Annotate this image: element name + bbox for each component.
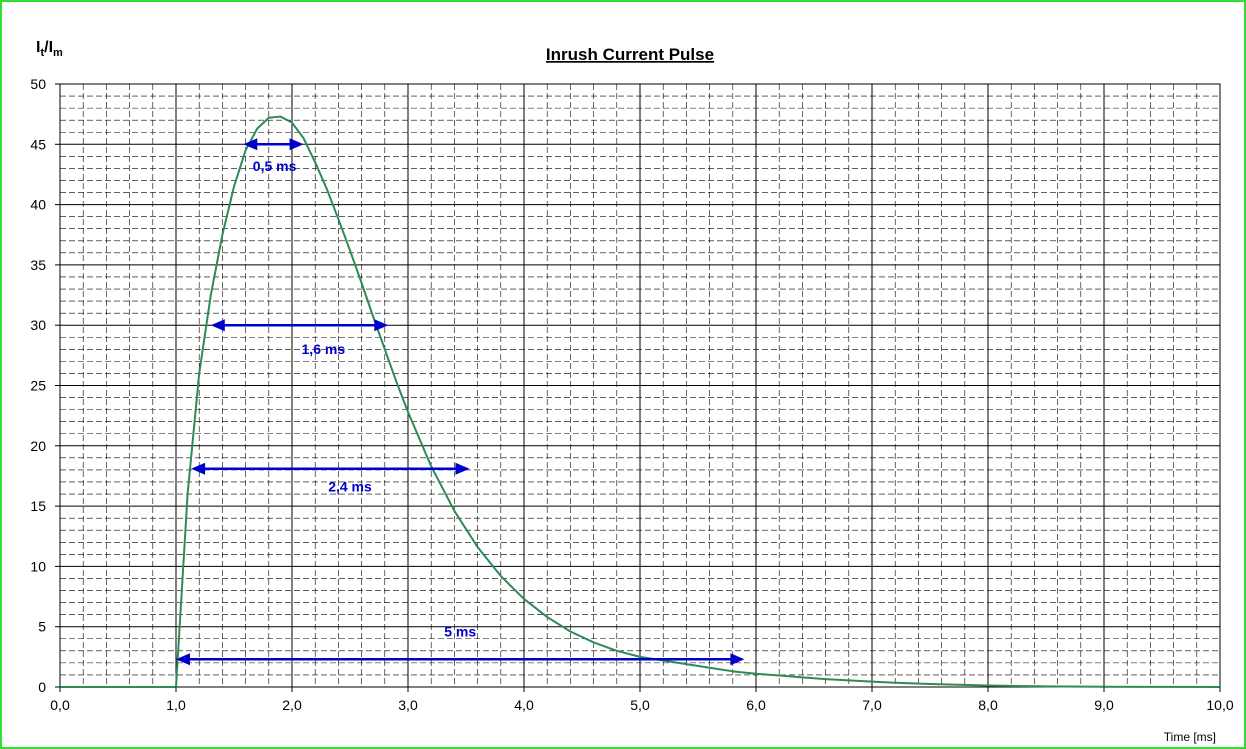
duration-annotation: 0,5 ms xyxy=(243,138,304,174)
y-tick-label: 50 xyxy=(30,76,46,92)
y-tick-label: 15 xyxy=(30,498,46,514)
y-axis-label-sub2: m xyxy=(53,47,63,59)
y-axis-label: It/Im xyxy=(36,39,63,59)
y-tick-label: 10 xyxy=(30,558,46,574)
grid xyxy=(60,84,1220,687)
y-tick-label: 35 xyxy=(30,257,46,273)
x-tick-label: 9,0 xyxy=(1094,697,1114,713)
x-axis-label: Time [ms] xyxy=(1164,730,1216,744)
annotation-label: 0,5 ms xyxy=(253,158,297,174)
x-tick-label: 7,0 xyxy=(862,697,882,713)
y-tick-label: 45 xyxy=(30,136,46,152)
annotation-label: 2,4 ms xyxy=(328,479,372,495)
y-tick-label: 25 xyxy=(30,378,46,394)
y-axis-label-mid: /I xyxy=(44,39,53,56)
chart-title: Inrush Current Pulse xyxy=(546,45,714,64)
annotation-arrowhead-left xyxy=(210,319,225,332)
annotation-arrowhead-left xyxy=(176,653,190,666)
duration-annotation: 2,4 ms xyxy=(191,462,470,495)
annotation-arrowhead-right xyxy=(455,462,470,475)
duration-annotation: 5 ms xyxy=(176,623,745,666)
x-tick-label: 2,0 xyxy=(282,697,302,713)
y-axis-label-main: I xyxy=(36,39,40,56)
series-line xyxy=(60,115,1221,688)
x-tick-label: 1,0 xyxy=(166,697,186,713)
annotation-arrowhead-right xyxy=(374,319,389,332)
annotation-arrowhead-right xyxy=(730,653,745,666)
series-layer xyxy=(60,115,1221,688)
x-tick-label: 10,0 xyxy=(1206,697,1233,713)
annotations-layer: 0,5 ms 1,6 ms 2,4 ms 5 ms xyxy=(176,138,745,666)
x-tick-label: 6,0 xyxy=(746,697,766,713)
x-tick-labels: 0,0 1,0 2,0 3,0 4,0 5,0 6,0 7,0 8,0 9,0 10,0 xyxy=(50,687,1234,713)
annotation-label: 5 ms xyxy=(444,623,476,639)
y-tick-label: 40 xyxy=(30,197,46,213)
annotation-arrowhead-left xyxy=(243,138,258,151)
y-tick-label: 0 xyxy=(38,679,46,695)
x-tick-label: 3,0 xyxy=(398,697,418,713)
duration-annotation: 1,6 ms xyxy=(210,319,389,357)
y-tick-label: 5 xyxy=(38,619,46,635)
y-tick-labels: 0 5 10 15 20 25 30 35 40 45 50 xyxy=(30,76,60,695)
y-tick-label: 30 xyxy=(30,317,46,333)
annotation-arrowhead-left xyxy=(191,462,206,475)
y-axis-label-sub1: t xyxy=(40,47,44,59)
y-tick-label: 20 xyxy=(30,438,46,454)
x-tick-label: 8,0 xyxy=(978,697,998,713)
annotation-arrowhead-right xyxy=(289,138,304,151)
x-tick-label: 0,0 xyxy=(50,697,70,713)
annotation-label: 1,6 ms xyxy=(302,341,346,357)
x-tick-label: 4,0 xyxy=(514,697,534,713)
x-tick-label: 5,0 xyxy=(630,697,650,713)
